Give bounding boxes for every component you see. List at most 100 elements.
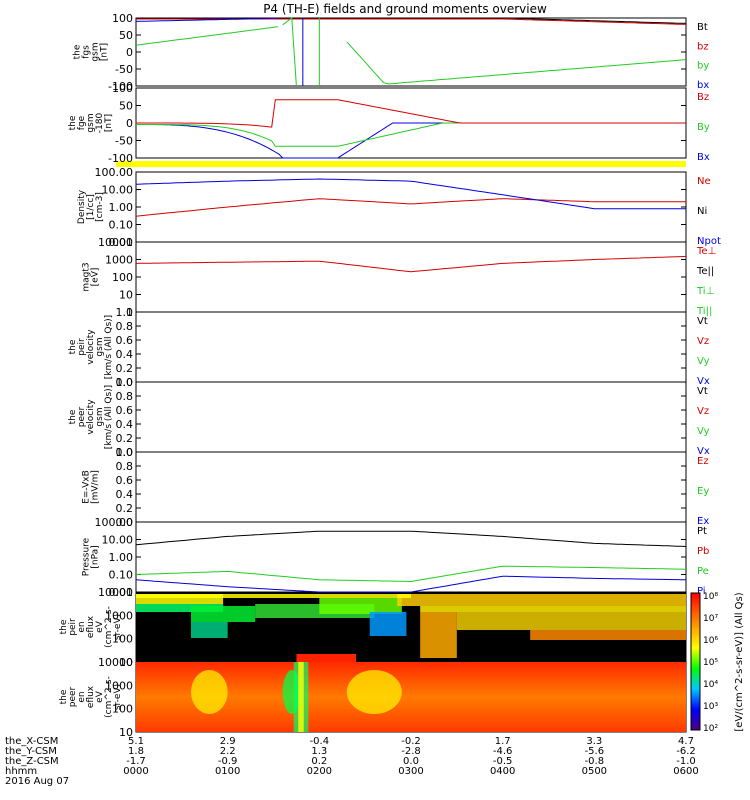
y-label-line: fgs [82, 45, 92, 59]
y-tick-label: 1000 [105, 254, 133, 267]
trace-bx [135, 17, 279, 22]
legend-entry: Vz [697, 336, 709, 347]
peir-patch [136, 594, 224, 604]
chart-title: P4 (TH-E) fields and ground moments over… [263, 2, 547, 16]
legend-entry: by [697, 61, 709, 72]
x-row-label: the_X-CSM [5, 736, 58, 747]
y-axis-label: the peer velocity gsm [km/s (All Qs)] [68, 385, 114, 449]
x-row-label: the_Y-CSM [5, 746, 57, 757]
y-tick-label: 1.00 [109, 551, 134, 564]
y-tick-label: 0.4 [116, 488, 134, 501]
y-tick-label: 100.00 [95, 166, 134, 179]
legend-entry: Vt [697, 316, 708, 327]
y-label-line: the [59, 619, 69, 634]
y-label-line: (cm^2-s- [104, 606, 114, 648]
y-tick-label: 0.2 [116, 432, 134, 445]
trace-Bz [136, 99, 686, 128]
y-tick-label: 0.6 [116, 474, 134, 487]
x-row-label: the_Z-CSM [5, 756, 59, 767]
colorbar-tick: 10⁷ [703, 614, 718, 624]
x-row-value: 0.2 [311, 756, 327, 767]
y-tick-label: 0.8 [116, 320, 134, 333]
panel-frame [135, 311, 687, 383]
colorbar-tick: 10⁸ [703, 592, 718, 602]
x-row-value: 0400 [490, 766, 515, 777]
y-label-line: -180 [95, 113, 105, 134]
legend-entry: Bt [697, 22, 708, 33]
y-label-line: Pressure [82, 537, 92, 576]
legend-entry: Te⊥ [696, 246, 716, 257]
legend-entry: Pt [697, 526, 707, 537]
x-row-value: -0.4 [310, 736, 330, 747]
y-tick-label: -100 [108, 152, 133, 165]
y-tick-label: 50 [119, 100, 133, 113]
peer-patch [298, 662, 304, 732]
y-axis-label: the peir velocity gsm [km/s (All Qs)] [68, 315, 114, 379]
trace-Te⊥ [135, 255, 687, 273]
x-row-value: 2.9 [220, 736, 236, 747]
y-label-line: [eV] [91, 268, 101, 287]
peir-patch [191, 622, 228, 638]
trace-by [346, 41, 687, 85]
y-label-line: the [68, 409, 78, 424]
peir-patch [420, 606, 686, 612]
y-tick-label: 0.0 [116, 376, 134, 389]
y-label-line: [cm-3] [95, 192, 105, 222]
trace-by [135, 26, 279, 46]
legend-entry: Ti⊥ [696, 286, 714, 297]
x-row-value: -1.7 [126, 756, 146, 767]
peer-spectrogram [136, 662, 686, 732]
y-label-line: gsm [91, 42, 101, 61]
y-tick-label: 0.10 [109, 569, 134, 582]
y-tick-label: 10000 [98, 586, 133, 599]
y-tick-label: 100 [112, 12, 133, 25]
y-tick-label: 0.2 [116, 502, 134, 515]
trace-By [136, 122, 686, 147]
y-label-line: eV [95, 690, 105, 703]
y-axis-label: the peir en eflux eV (cm^2-s-sr-eV) [59, 606, 123, 648]
y-label-line: fge [77, 115, 87, 130]
trace-Pi [135, 575, 687, 593]
y-label-line: magt3 [82, 262, 92, 291]
x-row-value: -0.2 [401, 736, 421, 747]
trace-Pe [135, 565, 687, 583]
legend-entry: Ne [697, 176, 711, 187]
colorbar-tick: 10⁵ [703, 658, 718, 668]
y-tick-label: 0 [126, 117, 133, 130]
y-label-line: eV [95, 620, 105, 633]
x-axis: the_X-CSM 5.1 2.9 -0.4 -0.2 1.7 3.3 4.7 the_Y-CS… [5, 736, 699, 787]
panel-frame [135, 381, 687, 453]
legend-entry: Bx [697, 152, 710, 163]
y-tick-label: 1.0 [116, 306, 134, 319]
peir-patch [136, 594, 411, 598]
y-label-line: en [77, 621, 87, 632]
x-row-value: -2.8 [401, 746, 421, 757]
x-row-value: 4.7 [678, 736, 694, 747]
y-label-line: Density [77, 189, 87, 224]
y-tick-label: -100 [108, 80, 133, 93]
flag-bar [116, 161, 686, 167]
legend-entry: Pi [697, 586, 706, 597]
peir-patch [369, 612, 407, 636]
y-tick-label: 1.0 [116, 446, 134, 459]
y-label-line: sr-eV) [113, 684, 123, 710]
date-label: 2016 Aug 07 [5, 776, 69, 787]
legend-entry: Bz [697, 92, 709, 103]
x-row-value: 2.2 [220, 746, 236, 757]
colorbar-tick: 10⁶ [703, 636, 718, 646]
x-row-value: -1.0 [676, 756, 696, 767]
peir-patch [530, 630, 686, 640]
y-tick-label: 0.8 [116, 460, 134, 473]
legend-entry: Pe [697, 566, 709, 577]
y-tick-label: 10 [119, 656, 133, 669]
y-label-line: eflux [86, 615, 96, 638]
colorbar-tick: 10³ [703, 702, 718, 712]
y-label-line: [nPa] [91, 545, 101, 568]
y-label-line: (cm^2-s- [104, 676, 114, 718]
peer-patch [191, 670, 228, 714]
y-label-line: peer [68, 686, 78, 707]
legend-entry: Vy [697, 426, 710, 437]
y-label-line: [mV/m] [91, 470, 101, 504]
